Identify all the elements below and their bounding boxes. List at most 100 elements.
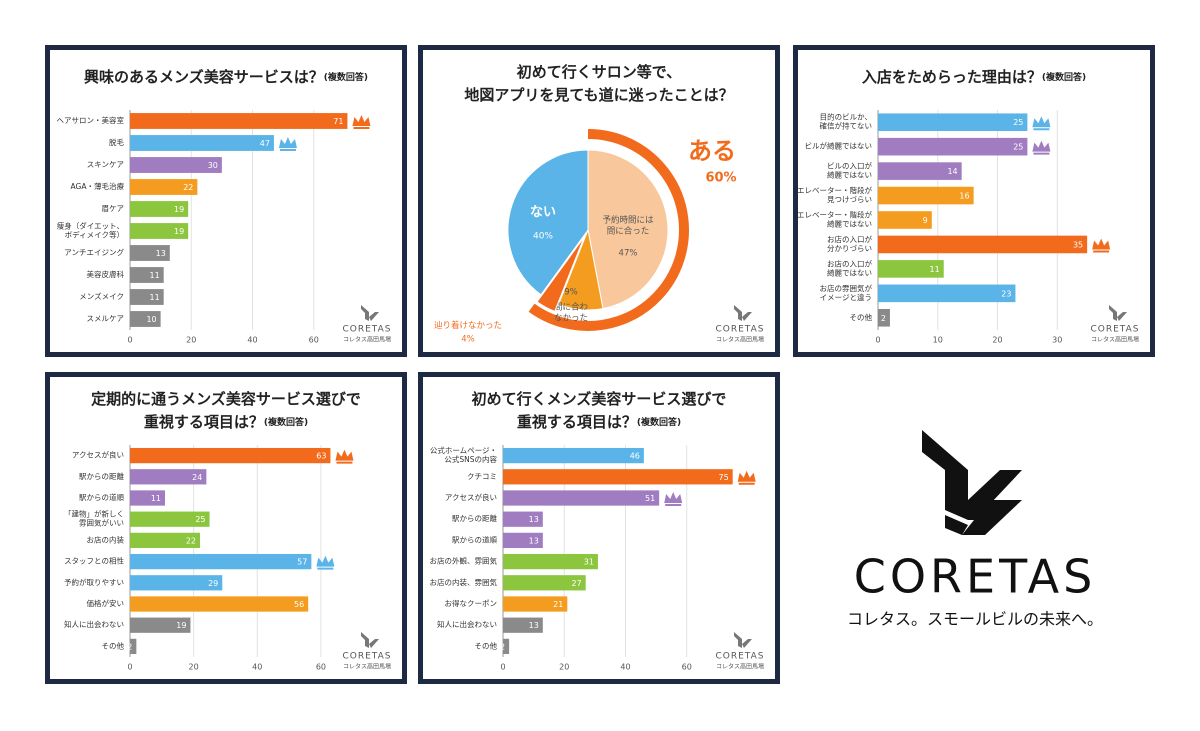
crown [1092, 238, 1111, 253]
category-label: 脱毛 [109, 137, 124, 147]
slice-label: ない [530, 205, 556, 220]
pie-slice [507, 149, 589, 296]
watermark-name: CORETAS [343, 652, 392, 662]
x-tick-label: 20 [189, 663, 199, 672]
x-tick-label: 60 [316, 663, 326, 672]
ring-name: ある [688, 137, 736, 165]
value-label: 75 [719, 473, 729, 482]
bar [503, 617, 543, 633]
bar [130, 113, 348, 129]
watermark-name: CORETAS [343, 325, 392, 335]
watermark-sub: コレタス高田馬場 [343, 663, 391, 671]
category-label: 駅からの距離 [79, 471, 124, 481]
category-label: お店の雰囲気がイメージと違う [820, 283, 873, 302]
panel-frame [418, 372, 780, 684]
x-tick-label: 0 [500, 663, 505, 672]
category-label: 眉ケア [102, 204, 125, 213]
chart-title: 興味のあるメンズ美容サービスは？(複数回答) [84, 68, 368, 86]
slice-value-label: 40% [533, 232, 553, 242]
chart-title: 定期的に通うメンズ美容サービス選びで [91, 390, 361, 408]
category-label: その他 [475, 640, 498, 650]
bar [503, 447, 644, 464]
ring-arc [528, 129, 689, 331]
value-label: 29 [208, 579, 218, 588]
category-label: エレベーター・階段が綺麗ではない [797, 210, 872, 229]
category-label: 知人に出会わない [64, 619, 124, 629]
value-label: 19 [176, 621, 186, 630]
value-label: 14 [947, 167, 957, 176]
value-label: 22 [186, 536, 196, 545]
chart-title-line: 興味のあるメンズ美容サービスは？ [84, 68, 324, 86]
value-label: 23 [1001, 289, 1011, 298]
bar [503, 553, 598, 570]
category-label: アクセスが良い [72, 450, 124, 460]
value-label: 11 [151, 494, 161, 503]
bar [130, 245, 170, 261]
bar [130, 638, 137, 655]
category-label: 予約が取りやすい [64, 577, 124, 587]
chart-title: 重視する項目は？(複数回答) [144, 413, 308, 431]
chart-title: 初めて行くサロン等で、 [517, 63, 681, 81]
category-label: ビルの入口が綺麗ではない [827, 161, 872, 180]
bar [130, 223, 189, 239]
category-label: お得なクーポン [445, 598, 498, 608]
bar [130, 596, 309, 612]
bar [130, 490, 165, 506]
bar [130, 575, 223, 591]
value-label: 2 [127, 642, 132, 651]
slice-label: 辿り着けなかった [434, 320, 502, 331]
x-tick-label: 40 [252, 663, 262, 672]
watermark-mark [361, 632, 379, 648]
category-label: スメルケア [87, 314, 125, 323]
bar [503, 469, 733, 485]
brand-logo-mark [922, 430, 1022, 535]
x-tick-label: 60 [682, 663, 692, 672]
bar [503, 596, 568, 612]
bar [503, 532, 543, 549]
watermark-name: CORETAS [1091, 325, 1140, 335]
category-label: お店の外観、雰囲気 [430, 556, 498, 566]
value-label: 10 [146, 315, 156, 324]
value-label: 22 [183, 183, 193, 192]
value-label: 2 [500, 642, 505, 651]
value-label: 35 [1073, 240, 1083, 249]
category-label: ビルが綺麗ではない [805, 141, 873, 151]
chart-title-line: 重視する項目は？ [144, 413, 264, 431]
category-label: お店の内装、雰囲気 [430, 577, 498, 587]
watermark-name: CORETAS [716, 325, 765, 335]
bar [878, 211, 932, 229]
category-label: クチコミ [467, 472, 497, 481]
bar [130, 201, 189, 217]
bar [130, 511, 210, 527]
bar [130, 311, 161, 327]
value-label: 13 [529, 515, 539, 524]
bar [878, 284, 1016, 303]
value-label: 24 [192, 473, 202, 482]
value-label: 19 [174, 205, 184, 214]
bar [130, 267, 164, 283]
category-label: お店の入口が分かりづらい [827, 234, 872, 253]
x-tick-label: 40 [620, 663, 630, 672]
bar [130, 469, 207, 485]
category-label: 駅からの道順 [79, 492, 124, 502]
value-label: 31 [584, 558, 594, 567]
value-label: 16 [959, 192, 969, 201]
chart-title-line: 重視する項目は？ [517, 413, 637, 431]
category-label: お店の内装 [87, 534, 125, 544]
pie-slice [536, 236, 585, 313]
category-label: 美容皮膚科 [87, 269, 125, 279]
category-label: お店の入口が綺麗ではない [827, 258, 872, 277]
value-label: 11 [150, 271, 160, 280]
category-label: スキンケア [87, 160, 124, 169]
category-label: アンチエイジング [64, 247, 124, 257]
chart-title-line: 入店をためらった理由は？ [862, 68, 1042, 86]
bar [130, 289, 164, 305]
crown [664, 492, 683, 506]
value-label: 13 [529, 621, 539, 630]
bar [878, 308, 890, 327]
slice-label: 間に合わなかった [554, 301, 588, 323]
value-label: 13 [156, 249, 166, 258]
x-tick-label: 20 [992, 336, 1002, 345]
chart-title-line: 地図アプリを見ても道に迷ったことは？ [464, 86, 733, 104]
